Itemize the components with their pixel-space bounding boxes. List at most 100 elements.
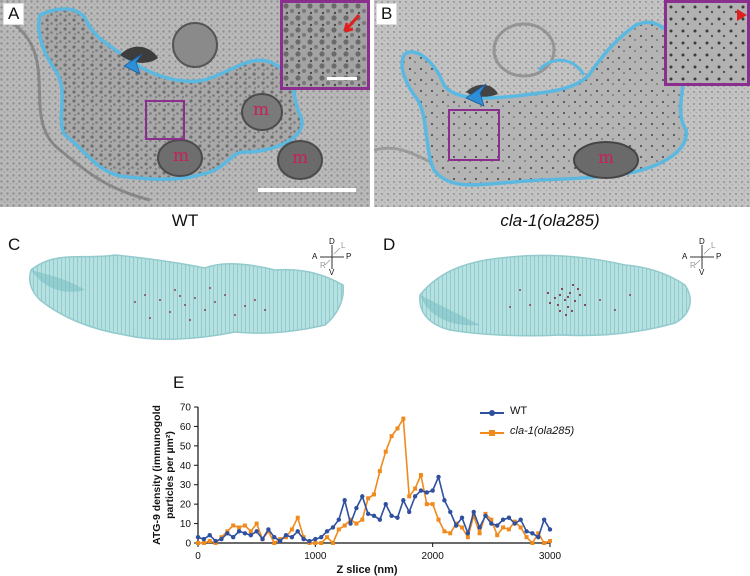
data-point-mutant (319, 541, 324, 545)
panel-label-a: A (3, 3, 25, 25)
data-point-wt (483, 513, 488, 518)
data-point-mutant (477, 531, 482, 536)
data-point-mutant (336, 527, 341, 532)
data-point-mutant (254, 521, 259, 526)
legend-swatch-wt (480, 410, 504, 416)
legend-label-mutant: cla-1(ola285) (510, 425, 575, 437)
data-point-mutant (536, 531, 541, 536)
data-point-wt (225, 531, 230, 536)
data-point-wt (407, 509, 412, 515)
data-point-mutant (495, 533, 500, 538)
y-tick-label: 0 (185, 539, 191, 550)
data-point-wt (495, 523, 500, 528)
data-point-mutant (231, 523, 236, 528)
data-point-mutant (289, 527, 294, 532)
data-point-wt (389, 513, 394, 518)
panel-label-b: B (376, 3, 398, 25)
data-point-wt (477, 525, 482, 530)
mitochondria-label: m (292, 148, 309, 168)
data-point-wt (289, 534, 295, 540)
x-tick-label: 2000 (422, 551, 445, 562)
data-point-wt (424, 490, 429, 495)
data-point-mutant (430, 502, 435, 507)
y-tick-label: 20 (180, 500, 192, 511)
data-point-wt (236, 529, 242, 534)
data-point-mutant (383, 449, 388, 454)
data-point-wt (324, 529, 330, 534)
data-point-wt (272, 534, 277, 540)
data-point-wt (377, 517, 383, 522)
data-point-wt (489, 521, 494, 526)
data-point-wt (248, 533, 253, 538)
x-axis-label: Z slice (nm) (336, 564, 397, 576)
mitochondrion (573, 141, 639, 179)
data-point-wt (524, 529, 529, 534)
data-point-mutant (530, 541, 535, 545)
roi-box (145, 100, 185, 140)
scale-bar (258, 188, 356, 192)
data-point-mutant (196, 541, 200, 545)
data-point-wt (201, 536, 207, 542)
atg9-density-chart: ATG-9 density (immunogold particles per µ… (151, 403, 562, 576)
compass-a: A (682, 252, 688, 261)
compass-l: L (341, 241, 346, 250)
data-point-mutant (489, 517, 494, 522)
data-point-wt (506, 515, 512, 520)
panel-label-d: D (383, 235, 396, 254)
data-point-wt (541, 517, 547, 522)
data-point-mutant (354, 521, 359, 526)
y-tick-label: 60 (180, 422, 192, 433)
zoom-inset (280, 0, 370, 90)
data-point-wt (371, 513, 377, 518)
mitochondria-label: m (598, 148, 615, 168)
x-tick-label: 1000 (304, 551, 327, 562)
data-point-mutant (372, 492, 376, 497)
y-tick-label: 30 (180, 480, 192, 491)
arrowhead-marker (465, 83, 487, 107)
mitochondrion (241, 93, 283, 131)
data-point-wt (453, 523, 459, 528)
data-point-mutant (460, 525, 464, 530)
data-point-wt (536, 534, 541, 540)
data-point-wt (418, 488, 424, 493)
compass-l: L (711, 241, 716, 250)
data-point-wt (313, 536, 318, 542)
panel-label-c: C (8, 235, 21, 254)
data-point-mutant (424, 502, 429, 507)
data-point-wt (442, 498, 447, 503)
y-axis-label-line: ATG-9 density (immunogold (151, 405, 163, 545)
data-point-wt (348, 521, 353, 526)
data-point-wt (207, 533, 212, 538)
data-point-wt (277, 538, 283, 544)
compass-a: A (312, 252, 318, 261)
compass-v: V (699, 268, 705, 277)
legend-swatch-mutant (480, 430, 504, 436)
data-point-mutant (548, 539, 552, 544)
caption-mutant: cla-1(ola285) (450, 211, 650, 231)
data-point-wt (301, 536, 306, 542)
data-point-mutant (442, 529, 447, 534)
compass-d: D (699, 237, 705, 246)
data-point-wt (342, 498, 347, 503)
y-tick-label: 40 (180, 461, 192, 472)
data-point-wt (471, 509, 476, 515)
data-point-mutant (506, 527, 511, 532)
data-point-wt (283, 533, 289, 538)
data-point-mutant (389, 434, 394, 439)
data-point-wt (448, 509, 453, 515)
data-point-wt (459, 515, 465, 520)
compass-p: P (716, 252, 722, 261)
data-point-wt (195, 534, 201, 540)
data-point-mutant (342, 523, 347, 528)
data-point-mutant (237, 525, 242, 530)
data-point-mutant (330, 541, 335, 545)
data-point-mutant (501, 525, 506, 530)
data-point-wt (254, 529, 259, 534)
y-tick-label: 70 (180, 403, 192, 414)
data-point-wt (260, 536, 265, 542)
data-point-mutant (348, 517, 353, 522)
compass-p: P (346, 252, 352, 261)
x-tick-label: 3000 (539, 551, 562, 562)
y-tick-label: 10 (180, 519, 192, 530)
x-tick-label: 0 (195, 551, 201, 562)
